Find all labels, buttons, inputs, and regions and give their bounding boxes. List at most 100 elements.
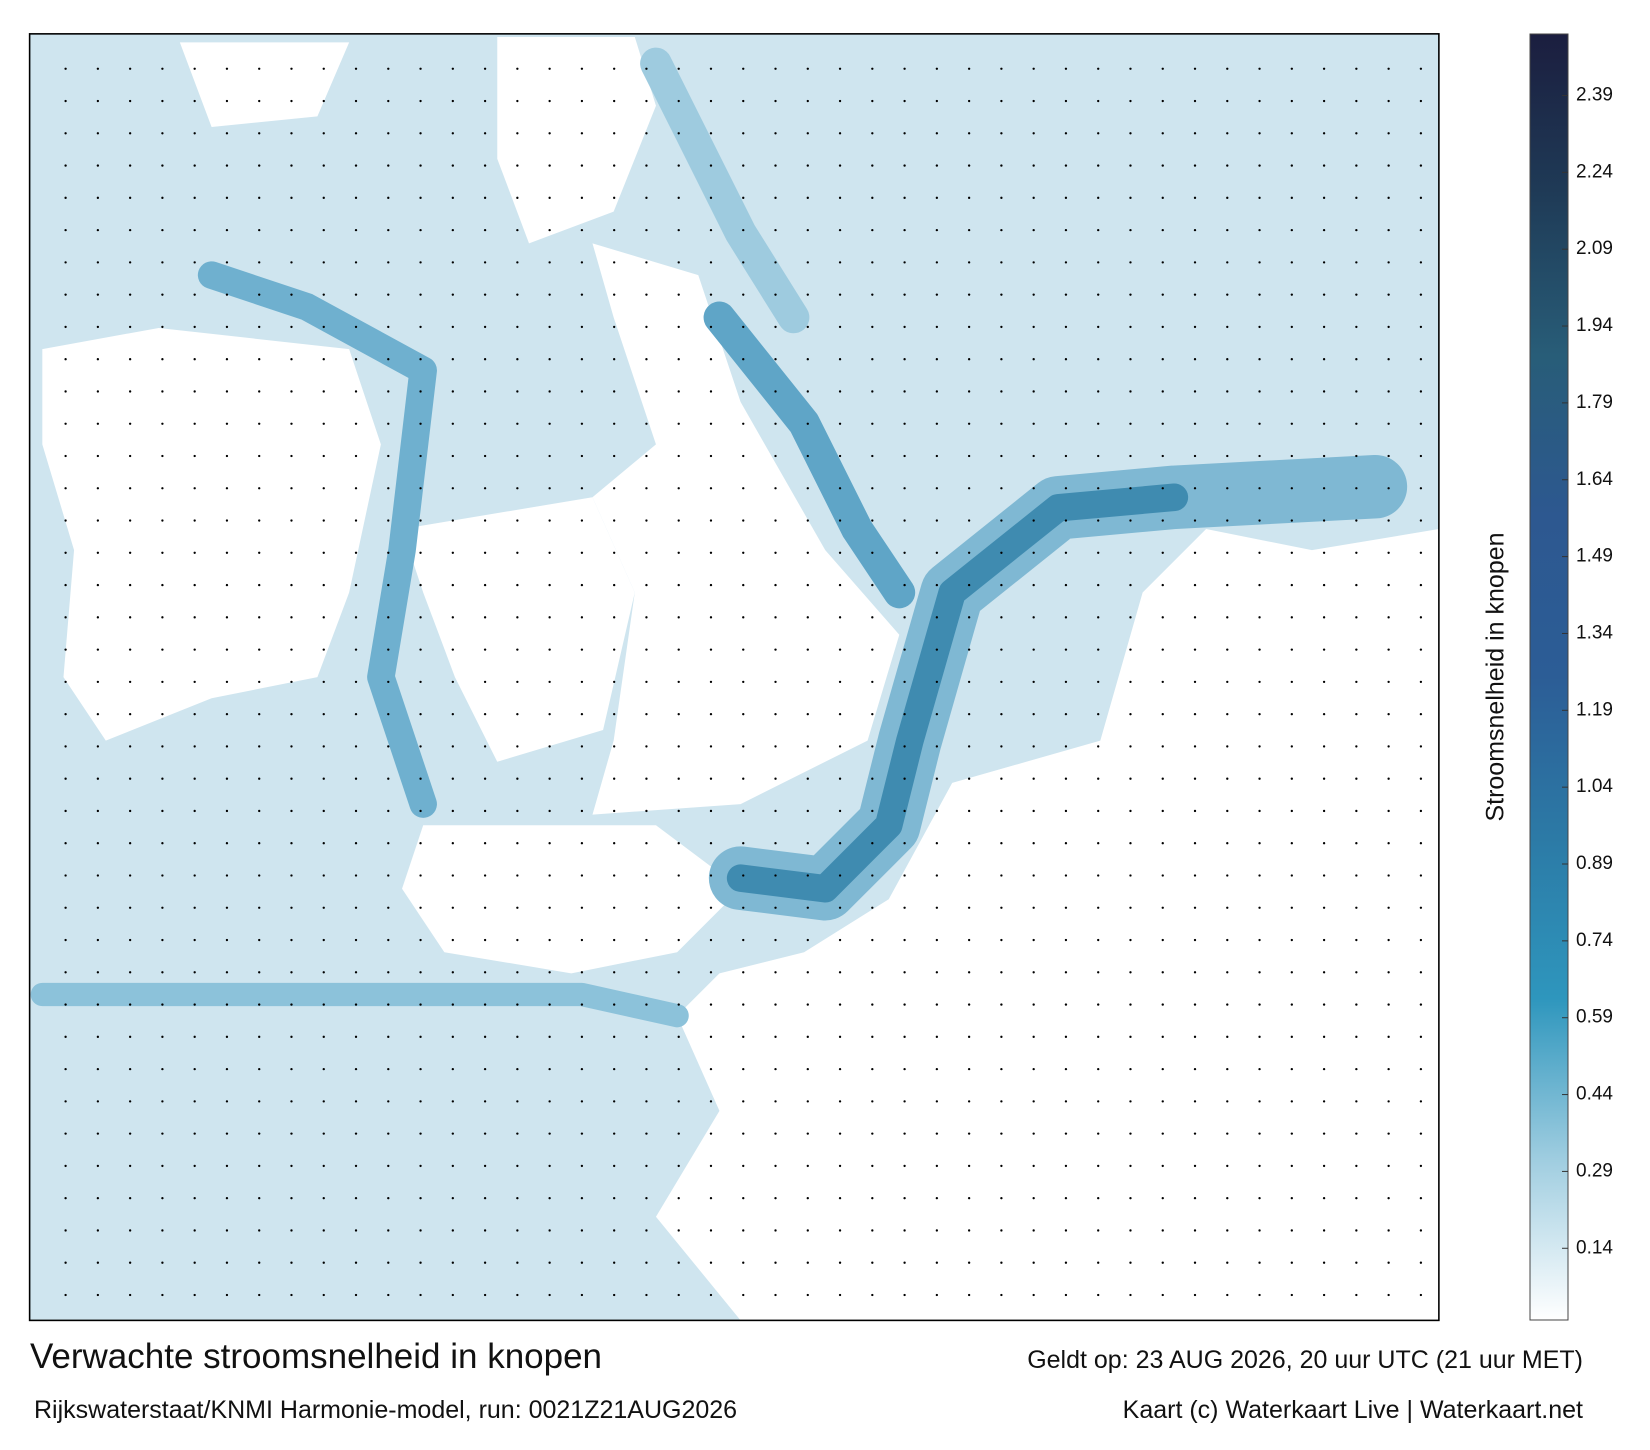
grid-dot bbox=[483, 325, 487, 329]
grid-dot bbox=[1226, 712, 1229, 716]
grid-dot bbox=[322, 519, 325, 522]
grid-dot bbox=[1419, 648, 1423, 651]
grid-dot bbox=[354, 874, 358, 877]
grid-dot bbox=[354, 390, 358, 393]
grid-dot bbox=[967, 1197, 971, 1200]
grid-dot bbox=[967, 906, 971, 909]
grid-dot bbox=[935, 745, 939, 748]
grid-dot bbox=[387, 132, 390, 135]
grid-dot bbox=[64, 906, 67, 909]
grid-dot bbox=[871, 745, 874, 748]
grid-dot bbox=[290, 293, 293, 296]
grid-dot bbox=[1129, 99, 1132, 103]
grid-dot bbox=[1226, 1164, 1229, 1168]
grid-dot bbox=[1258, 261, 1261, 264]
grid-dot bbox=[128, 519, 132, 522]
grid-dot bbox=[1355, 390, 1358, 393]
grid-dot bbox=[1387, 809, 1390, 813]
grid-dot bbox=[806, 1100, 809, 1103]
grid-dot bbox=[903, 777, 906, 780]
grid-dot bbox=[387, 228, 390, 232]
grid-dot bbox=[1355, 99, 1358, 103]
grid-dot bbox=[838, 971, 842, 974]
grid-dot bbox=[613, 1261, 616, 1264]
grid-dot bbox=[322, 422, 325, 425]
grid-dot bbox=[1161, 99, 1164, 103]
grid-dot bbox=[193, 1229, 196, 1232]
grid-dot bbox=[1226, 745, 1229, 748]
grid-dot bbox=[258, 745, 261, 748]
grid-dot bbox=[64, 809, 67, 813]
grid-dot bbox=[193, 680, 196, 684]
grid-dot bbox=[387, 712, 390, 716]
subtitle: Rijkswaterstaat/KNMI Harmonie-model, run… bbox=[34, 1396, 737, 1424]
grid-dot bbox=[516, 390, 519, 393]
colorbar-ticks: 0.140.290.440.590.740.891.041.191.341.49… bbox=[1562, 84, 1613, 1258]
grid-dot bbox=[1129, 293, 1132, 296]
grid-dot bbox=[225, 1067, 229, 1071]
grid-dot bbox=[193, 1132, 196, 1135]
grid-dot bbox=[1322, 971, 1326, 974]
grid-dot bbox=[1355, 164, 1358, 167]
grid-dot bbox=[1419, 487, 1423, 490]
grid-dot bbox=[1322, 358, 1326, 361]
grid-dot bbox=[225, 648, 229, 651]
grid-dot bbox=[871, 487, 874, 490]
grid-dot bbox=[193, 906, 196, 909]
grid-dot bbox=[516, 616, 519, 619]
grid-dot bbox=[322, 390, 325, 393]
grid-dot bbox=[1129, 1293, 1132, 1297]
grid-dot bbox=[1355, 616, 1358, 619]
grid-dot bbox=[1226, 648, 1229, 651]
grid-dot bbox=[548, 1197, 551, 1200]
grid-dot bbox=[1064, 616, 1068, 619]
grid-dot bbox=[1290, 99, 1293, 103]
grid-dot bbox=[354, 293, 358, 296]
grid-dot bbox=[64, 1293, 67, 1297]
grid-dot bbox=[1097, 228, 1100, 232]
grid-dot bbox=[387, 454, 390, 458]
grid-dot bbox=[64, 648, 67, 651]
grid-dot bbox=[645, 1261, 648, 1264]
grid-dot bbox=[354, 551, 358, 554]
grid-dot bbox=[516, 1164, 519, 1168]
grid-dot bbox=[516, 1261, 519, 1264]
grid-dot bbox=[64, 745, 67, 748]
grid-dot bbox=[1387, 1132, 1390, 1135]
grid-dot bbox=[258, 325, 261, 329]
grid-dot bbox=[806, 1132, 809, 1135]
grid-dot bbox=[806, 196, 809, 200]
grid-dot bbox=[193, 842, 196, 845]
grid-dot bbox=[225, 454, 229, 458]
grid-dot bbox=[838, 906, 842, 909]
grid-dot bbox=[838, 1229, 842, 1232]
grid-dot bbox=[1129, 1197, 1132, 1200]
grid-dot bbox=[1161, 1197, 1164, 1200]
grid-dot bbox=[1322, 648, 1326, 651]
grid-dot bbox=[258, 1067, 261, 1071]
grid-dot bbox=[161, 745, 164, 748]
grid-dot bbox=[871, 67, 874, 70]
grid-dot bbox=[419, 551, 422, 554]
grid-dot bbox=[193, 358, 196, 361]
grid-dot bbox=[774, 648, 777, 651]
grid-dot bbox=[967, 680, 971, 684]
grid-dot bbox=[96, 1100, 100, 1103]
grid-dot bbox=[1387, 422, 1390, 425]
grid-dot bbox=[1419, 1067, 1423, 1071]
grid-dot bbox=[258, 906, 261, 909]
grid-dot bbox=[838, 1164, 842, 1168]
grid-dot bbox=[1226, 906, 1229, 909]
grid-dot bbox=[548, 99, 551, 103]
grid-dot bbox=[1097, 971, 1100, 974]
grid-dot bbox=[838, 1293, 842, 1297]
grid-dot bbox=[516, 132, 519, 135]
grid-dot bbox=[1322, 1293, 1326, 1297]
grid-dot bbox=[806, 1003, 809, 1006]
grid-dot bbox=[1129, 874, 1132, 877]
grid-dot bbox=[161, 648, 164, 651]
grid-dot bbox=[258, 519, 261, 522]
grid-dot bbox=[1226, 938, 1229, 942]
grid-dot bbox=[1322, 1035, 1326, 1039]
grid-dot bbox=[838, 1197, 842, 1200]
